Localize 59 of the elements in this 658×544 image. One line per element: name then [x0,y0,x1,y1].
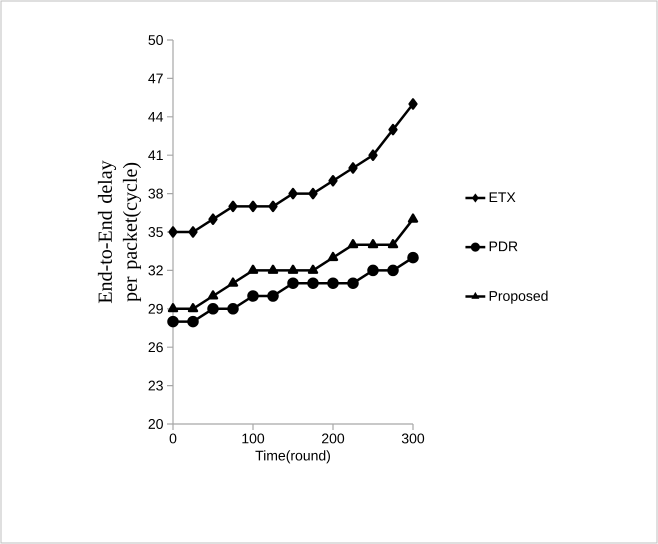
point [208,290,218,300]
point [407,252,419,264]
y-tick-label: 44 [148,112,164,122]
y-tick-label: 35 [148,227,163,237]
y-axis-title: End-to-End delay per packet(cycle) [98,160,142,304]
x-tick-label: 100 [242,434,264,444]
point [248,200,258,212]
point [188,226,198,238]
x-tick-label: 300 [402,434,424,444]
y-tick-label: 50 [148,35,163,45]
y-tick-label: 20 [148,419,163,429]
point [307,277,319,289]
point [227,303,239,315]
point [187,316,199,328]
point [167,316,179,328]
point [228,200,238,212]
y-tick-label: 32 [148,265,163,276]
y-tick-label: 41 [148,150,163,160]
point [328,175,338,187]
point [348,162,358,174]
point [288,264,298,274]
x-tick-label: 0 [170,434,176,444]
point [367,264,379,276]
point [247,290,259,302]
point [267,290,279,302]
y-tick-label: 26 [148,342,163,352]
point [308,188,318,200]
point [327,277,339,289]
point [268,200,278,212]
point [308,264,318,274]
x-tick-label: 200 [322,434,344,444]
point [347,277,359,289]
point [408,213,418,223]
point [287,277,299,289]
legend-label: Proposed [490,290,548,304]
point [408,98,418,110]
point [368,149,378,161]
point [228,277,238,287]
point [388,239,398,248]
point [348,239,358,248]
point [248,264,258,274]
point [168,303,178,312]
y-tick-label: 23 [148,380,163,391]
point [168,226,178,238]
y-tick-label: 29 [148,304,163,314]
point [387,264,399,276]
point [288,188,298,200]
y-tick-label: 47 [148,74,163,84]
point [207,303,219,315]
point [368,239,378,248]
legend-label: ETX [490,192,516,202]
x-axis-title: Time(round) [255,450,330,464]
point [208,213,218,225]
legend-label: PDR [490,242,518,252]
point [268,264,278,274]
point [328,252,338,262]
point [188,303,198,312]
point [388,124,398,136]
y-tick-label: 38 [148,188,163,199]
